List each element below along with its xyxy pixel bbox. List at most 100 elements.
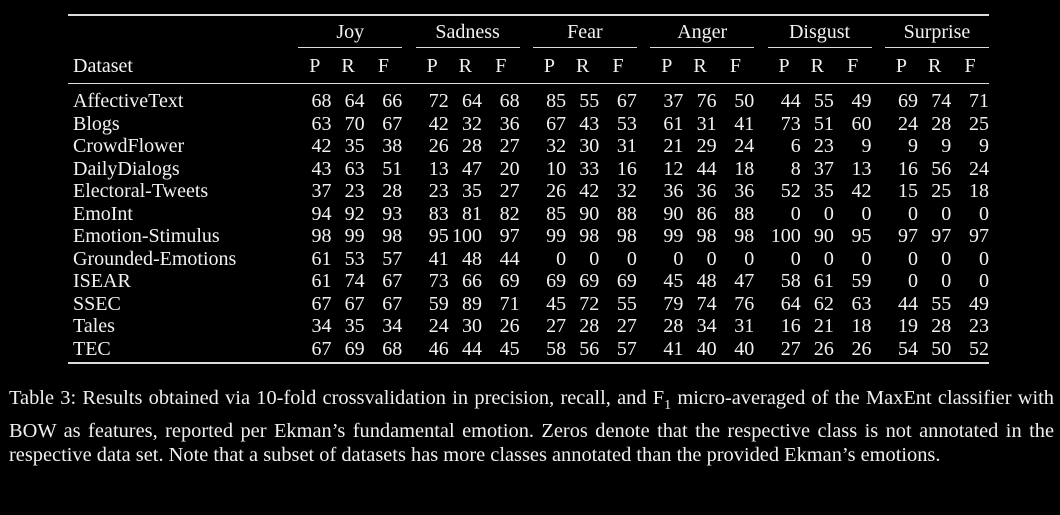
value-cell: 67 bbox=[311, 292, 332, 315]
value-cell: 42 bbox=[311, 135, 332, 157]
header-gap bbox=[754, 49, 768, 84]
header-gap bbox=[519, 14, 533, 49]
cell-gap bbox=[872, 248, 885, 271]
value-cell: 0 bbox=[823, 247, 834, 270]
value-cell: 68 bbox=[364, 337, 403, 364]
value-cell: 88 bbox=[616, 202, 637, 225]
cell-gap bbox=[519, 337, 533, 364]
cell-gap bbox=[872, 135, 885, 158]
value-cell: 42 bbox=[428, 112, 449, 135]
emotion-label: Disgust bbox=[788, 20, 851, 43]
value-cell: 98 bbox=[579, 225, 600, 247]
table-caption: Table 3: Results obtained via 10-fold cr… bbox=[9, 386, 1054, 468]
value-cell: 42 bbox=[851, 180, 872, 202]
value-cell: 28 bbox=[579, 315, 600, 337]
metric-header-fear-p: P bbox=[532, 49, 567, 84]
value-cell: 27 bbox=[767, 337, 801, 364]
value-cell: 28 bbox=[931, 112, 952, 135]
metric-header-joy-r: R bbox=[331, 49, 365, 84]
cell-gap bbox=[402, 158, 415, 181]
corner-cell bbox=[68, 14, 285, 49]
cell-gap bbox=[520, 225, 533, 248]
cell-gap bbox=[285, 84, 298, 113]
cell-gap bbox=[754, 337, 768, 364]
value-cell: 62 bbox=[813, 292, 834, 315]
value-cell: 33 bbox=[579, 157, 600, 180]
value-cell: 24 bbox=[428, 315, 449, 337]
value-cell: 21 bbox=[813, 315, 834, 337]
table-row: SSEC 67 67 67 59 89 71 45 72 55 79 74 76 64 62 63 44 55 49 bbox=[68, 293, 989, 316]
value-cell: 27 bbox=[546, 315, 567, 337]
value-cell: 26 bbox=[546, 180, 567, 202]
metric-header-joy-f: F bbox=[364, 49, 403, 84]
value-cell: 19 bbox=[898, 315, 919, 337]
value-cell: 18 bbox=[969, 180, 989, 202]
cell-gap bbox=[402, 337, 416, 364]
value-cell: 98 bbox=[616, 225, 637, 247]
value-cell: 13 bbox=[851, 157, 872, 180]
cell-gap bbox=[285, 158, 298, 181]
metric-header-fear-f: F bbox=[599, 49, 637, 84]
value-cell: 0 bbox=[908, 202, 919, 225]
dataset-name-cell: SSEC bbox=[73, 292, 121, 315]
value-cell: 24 bbox=[969, 157, 989, 180]
value-cell: 31 bbox=[734, 315, 755, 337]
cell-gap bbox=[402, 315, 415, 338]
value-cell: 59 bbox=[851, 270, 872, 292]
value-cell: 49 bbox=[851, 90, 872, 112]
value-cell: 0 bbox=[979, 247, 989, 270]
value-cell: 82 bbox=[499, 202, 520, 225]
cell-gap bbox=[637, 113, 650, 136]
value-cell: 52 bbox=[780, 180, 801, 202]
value-cell: 67 bbox=[382, 112, 403, 135]
cell-gap bbox=[520, 270, 533, 293]
value-cell: 81 bbox=[461, 202, 482, 225]
metric-header-sadness-f: F bbox=[481, 49, 520, 84]
table-row: TEC 67 69 68 46 44 45 58 56 57 41 40 40 27 26 26 54 50 52 bbox=[68, 337, 989, 364]
value-cell: 45 bbox=[481, 337, 520, 364]
table-row: Tales 34 35 34 24 30 26 27 28 27 28 34 31 16 21 18 19 28 2… bbox=[68, 315, 989, 338]
dataset-name-cell: Tales bbox=[73, 315, 115, 337]
dataset-name-cell: Grounded-Emotions bbox=[73, 247, 237, 270]
cell-gap bbox=[872, 293, 885, 316]
value-cell: 66 bbox=[382, 90, 403, 112]
metric-header-sadness-r: R bbox=[448, 49, 482, 84]
cell-gap bbox=[872, 315, 885, 338]
cell-gap bbox=[872, 113, 885, 136]
metric-header-anger-r: R bbox=[683, 49, 717, 84]
value-cell: 27 bbox=[616, 315, 637, 337]
value-cell: 0 bbox=[979, 270, 989, 292]
caption-prefix: Table 3: Results obtained via 10-fold cr… bbox=[9, 387, 665, 409]
cell-gap bbox=[637, 180, 650, 203]
value-cell: 55 bbox=[813, 90, 834, 112]
value-cell: 63 bbox=[344, 157, 365, 180]
cell-gap bbox=[520, 135, 533, 158]
cell-gap bbox=[637, 135, 650, 158]
value-cell: 74 bbox=[696, 292, 717, 315]
value-cell: 48 bbox=[461, 247, 482, 270]
value-cell: 53 bbox=[616, 112, 637, 135]
cell-gap bbox=[520, 180, 533, 203]
value-cell: 74 bbox=[344, 270, 365, 292]
cell-gap bbox=[520, 293, 533, 316]
metric-header-surprise-r: R bbox=[918, 49, 952, 84]
value-cell: 69 bbox=[499, 270, 520, 292]
cell-gap bbox=[402, 225, 415, 248]
emotion-header-fear: Fear bbox=[532, 14, 637, 49]
metric-header-joy-p: P bbox=[298, 49, 332, 84]
value-cell: 69 bbox=[616, 270, 637, 292]
value-cell: 61 bbox=[663, 112, 684, 135]
value-cell: 100 bbox=[451, 225, 482, 247]
value-cell: 61 bbox=[311, 247, 332, 270]
dataset-name-cell: AffectiveText bbox=[73, 90, 184, 112]
value-cell: 97 bbox=[898, 225, 919, 247]
value-cell: 16 bbox=[898, 157, 919, 180]
value-cell: 40 bbox=[683, 337, 717, 364]
value-cell: 95 bbox=[428, 225, 449, 247]
cell-gap bbox=[402, 84, 415, 113]
dataset-name-cell: DailyDialogs bbox=[73, 157, 180, 180]
value-cell: 24 bbox=[898, 112, 919, 135]
header-gap bbox=[284, 14, 299, 49]
cell-gap bbox=[285, 180, 298, 203]
value-cell: 69 bbox=[331, 337, 365, 364]
